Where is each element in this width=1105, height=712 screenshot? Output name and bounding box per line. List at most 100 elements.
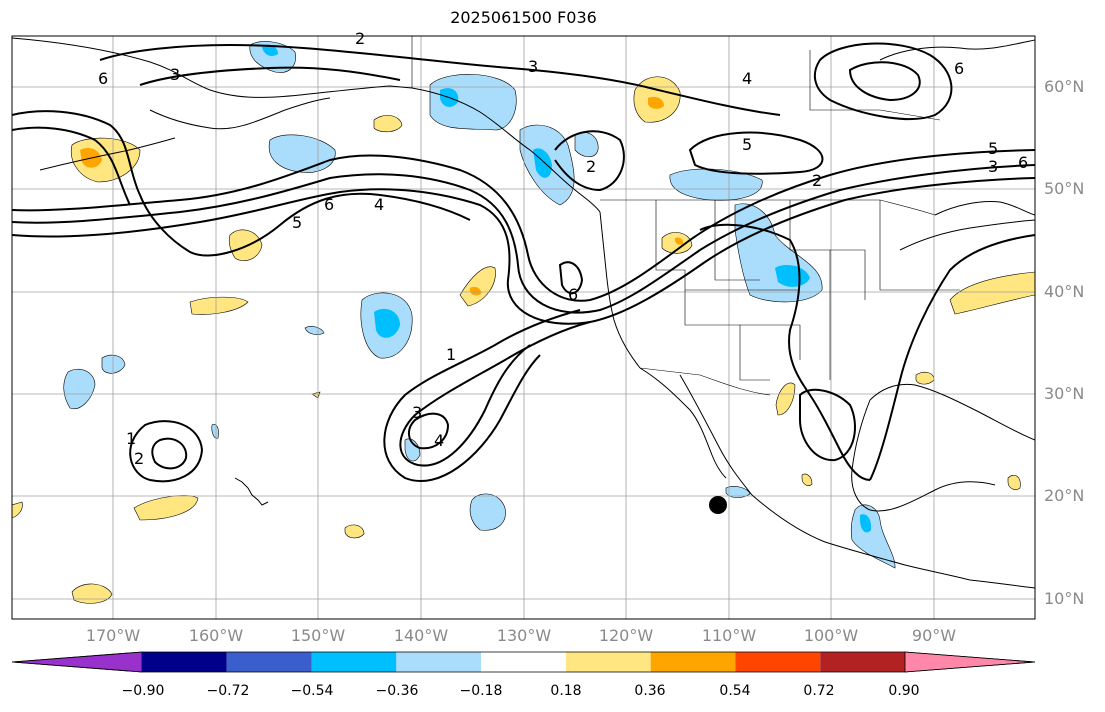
contours bbox=[12, 42, 1035, 483]
colorbar-tick-label: 0.90 bbox=[888, 683, 920, 699]
contour-label: 1 bbox=[446, 345, 456, 364]
contour-label: 5 bbox=[988, 139, 998, 158]
pos-area bbox=[915, 371, 935, 385]
colorbar-tick-label: −0.18 bbox=[459, 683, 503, 699]
lon-label: 170°W bbox=[85, 626, 141, 645]
neg-core bbox=[775, 265, 810, 287]
pos-area bbox=[71, 583, 113, 604]
neg-core bbox=[533, 148, 552, 178]
contour-label: 3 bbox=[528, 57, 538, 76]
pos-area bbox=[189, 296, 249, 315]
lon-label: 120°W bbox=[598, 626, 654, 645]
contour-label: 5 bbox=[292, 213, 302, 232]
contour-label: 6 bbox=[324, 195, 334, 214]
lat-label: 50°N bbox=[1044, 179, 1085, 198]
colorbar-tick-label: 0.36 bbox=[634, 683, 666, 699]
pos-core bbox=[470, 286, 482, 296]
neg-area bbox=[574, 131, 599, 158]
pos-area bbox=[228, 229, 263, 262]
lat-label: 20°N bbox=[1044, 486, 1085, 505]
coastlines bbox=[12, 37, 1035, 589]
colorbar-segment bbox=[396, 652, 482, 672]
colorbar-tick-label: −0.54 bbox=[290, 683, 334, 699]
contour-label: 4 bbox=[374, 195, 384, 214]
colorbar-tick-label: −0.72 bbox=[206, 683, 250, 699]
colorbar-segment bbox=[820, 652, 905, 672]
colorbar-extend-min bbox=[11, 651, 143, 673]
neg-area bbox=[429, 74, 517, 131]
pos-core bbox=[675, 237, 684, 245]
colorbar-tick-label: 0.72 bbox=[803, 683, 835, 699]
neg-core bbox=[860, 514, 872, 533]
neg-core bbox=[262, 44, 278, 56]
neg-area bbox=[850, 504, 896, 569]
lat-label: 60°N bbox=[1044, 77, 1085, 96]
borders bbox=[411, 36, 960, 396]
neg-area bbox=[63, 368, 96, 410]
colorbar-segment bbox=[142, 652, 227, 672]
lat-label: 30°N bbox=[1044, 384, 1085, 403]
pos-area bbox=[949, 271, 1035, 315]
neg-area bbox=[734, 203, 823, 303]
lon-label: 110°W bbox=[701, 626, 757, 645]
contour-label: 6 bbox=[568, 285, 578, 304]
colorbar-tick-label: −0.90 bbox=[121, 683, 165, 699]
lon-label: 100°W bbox=[803, 626, 859, 645]
colorbar-segment bbox=[735, 652, 821, 672]
neg-area bbox=[101, 354, 126, 374]
lon-label: 150°W bbox=[290, 626, 346, 645]
colorbar-tick-label: 0.18 bbox=[550, 683, 582, 699]
pos-area bbox=[459, 266, 496, 307]
map-title: 2025061500 F036 bbox=[450, 8, 597, 27]
pos-area bbox=[801, 473, 813, 486]
lat-label: 40°N bbox=[1044, 282, 1085, 301]
lon-label: 140°W bbox=[393, 626, 449, 645]
colorbar-segment bbox=[650, 652, 736, 672]
lon-label: 160°W bbox=[188, 626, 244, 645]
pos-area bbox=[133, 495, 199, 521]
lon-label: 90°W bbox=[911, 626, 957, 645]
anomaly-shading bbox=[12, 41, 1035, 604]
neg-area bbox=[469, 493, 506, 531]
colorbar-segment bbox=[226, 652, 312, 672]
pos-area bbox=[311, 391, 321, 399]
contour-label: 1 bbox=[126, 429, 136, 448]
contour-labels: 6 3 2 3 4 5 5 3 2 6 6 5 6 4 2 6 1 3 4 1 … bbox=[98, 29, 1028, 468]
contour-label: 2 bbox=[355, 29, 365, 48]
contour-label: 4 bbox=[742, 69, 752, 88]
contour-label: 4 bbox=[434, 431, 444, 450]
colorbar-tick-label: −0.36 bbox=[375, 683, 419, 699]
neg-area bbox=[211, 423, 219, 439]
colorbar-segment bbox=[565, 652, 651, 672]
pos-area bbox=[344, 524, 365, 539]
contour-label: 6 bbox=[954, 59, 964, 78]
contour-label: 6 bbox=[1018, 153, 1028, 172]
contour-label: 2 bbox=[812, 171, 822, 190]
colorbar-outline bbox=[11, 651, 1036, 673]
lat-label: 10°N bbox=[1044, 589, 1085, 608]
pos-area bbox=[12, 501, 23, 519]
neg-area bbox=[404, 438, 421, 462]
location-marker-dot bbox=[709, 496, 727, 514]
pos-area bbox=[373, 115, 403, 133]
colorbar-segment bbox=[311, 652, 397, 672]
contour-label: 3 bbox=[170, 65, 180, 84]
map-frame bbox=[11, 35, 1036, 620]
contour-label: 3 bbox=[412, 403, 422, 422]
lon-label: 130°W bbox=[496, 626, 552, 645]
neg-area bbox=[268, 134, 336, 173]
contour-label: 2 bbox=[134, 449, 144, 468]
neg-core bbox=[374, 308, 400, 338]
colorbar-tick-label: 0.54 bbox=[719, 683, 751, 699]
pos-area bbox=[1007, 475, 1021, 490]
contour-label: 6 bbox=[98, 69, 108, 88]
contour-label: 3 bbox=[988, 157, 998, 176]
colorbar bbox=[11, 651, 1036, 673]
colorbar-extend-max bbox=[904, 651, 1036, 673]
contour-label: 2 bbox=[586, 157, 596, 176]
colorbar-segment bbox=[481, 652, 566, 672]
pos-area bbox=[775, 382, 796, 416]
graticule bbox=[12, 36, 1035, 619]
neg-area bbox=[304, 326, 325, 335]
contour-label: 5 bbox=[742, 135, 752, 154]
